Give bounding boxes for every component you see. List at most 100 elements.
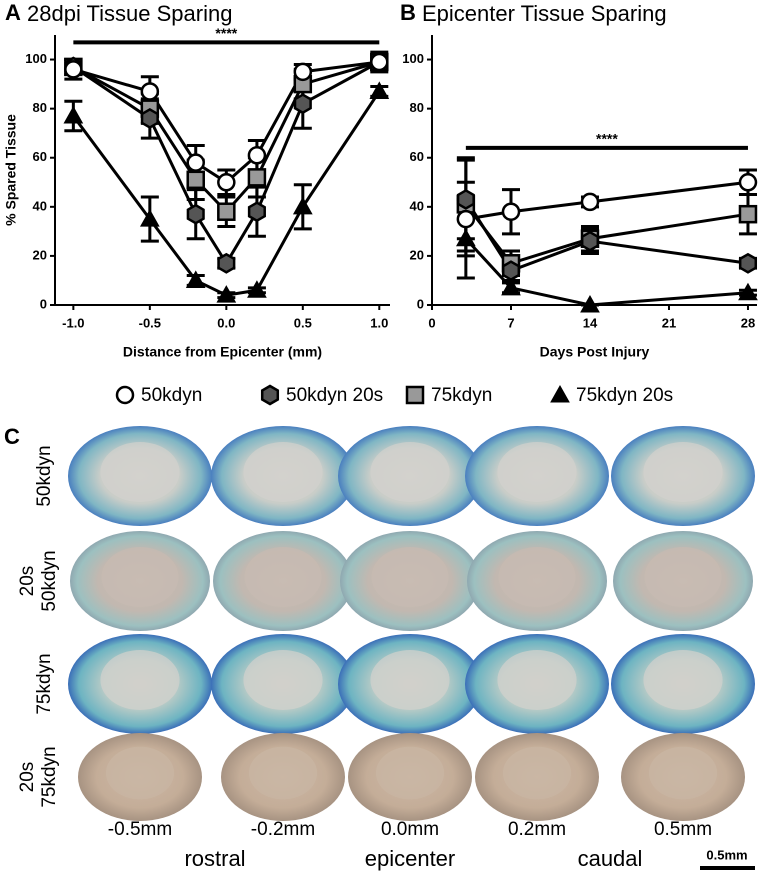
marker — [456, 189, 475, 210]
chart: B Epicenter Tissue Sparing 0 20 40 60 80 100 0 7 1… — [400, 0, 758, 360]
x-axis-title: Days Post Injury — [540, 344, 650, 360]
marker — [501, 277, 521, 296]
x-tick-label: 0.5 — [294, 315, 312, 330]
gray-matter — [370, 650, 450, 710]
y-tick-label: 80 — [410, 100, 424, 115]
series-line — [465, 180, 749, 221]
gray-matter — [375, 746, 445, 800]
y-tick-label: 60 — [410, 149, 424, 164]
y-tick-label: 40 — [33, 198, 47, 213]
y-axis-title: % Spared Tissue — [3, 114, 19, 226]
error-bars — [456, 156, 757, 307]
region-label: caudal — [578, 846, 643, 871]
legend-label: 75kdyn 20s — [576, 385, 673, 406]
row-label: 75kdyn — [34, 653, 55, 714]
gray-matter — [244, 547, 322, 607]
gray-matter — [648, 746, 718, 800]
significance-label: **** — [596, 131, 618, 147]
x-tick-label: 7 — [507, 315, 514, 330]
x-tick-label: 0.0 — [217, 315, 235, 330]
marker — [64, 60, 83, 79]
marker — [456, 209, 476, 229]
region-label: epicenter — [365, 846, 456, 871]
gray-matter — [497, 650, 577, 710]
column-label: 0.0mm — [381, 819, 439, 840]
marker — [247, 146, 267, 165]
marker — [501, 202, 521, 221]
x-tick-label: 21 — [662, 315, 676, 330]
marker — [293, 93, 312, 115]
marker — [217, 202, 236, 221]
gray-matter — [644, 547, 722, 607]
panel-label: A — [5, 0, 21, 25]
y-tick-label: 80 — [33, 100, 47, 115]
gray-matter — [643, 442, 723, 502]
legend-label: 75kdyn — [431, 385, 492, 406]
marker — [186, 203, 205, 225]
marker — [247, 280, 267, 298]
gray-matter — [100, 650, 180, 710]
marker — [186, 170, 205, 190]
y-tick-label: 0 — [40, 296, 47, 311]
gray-matter — [497, 442, 577, 502]
x-tick-label: 28 — [741, 315, 755, 330]
column-label: -0.5mm — [108, 819, 172, 840]
markers — [455, 173, 758, 313]
panel-label: B — [400, 0, 416, 25]
x-tick-label: 0 — [428, 315, 435, 330]
marker — [738, 282, 758, 301]
gray-matter — [371, 547, 449, 607]
row-label: 20s — [17, 566, 38, 597]
series-line — [464, 237, 749, 307]
row-label: 50kdyn — [34, 445, 55, 506]
gray-matter — [502, 746, 572, 800]
y-tick-label: 100 — [402, 51, 424, 66]
y-tick-label: 100 — [25, 51, 47, 66]
column-label: -0.2mm — [251, 819, 315, 840]
gray-matter — [643, 650, 723, 710]
marker — [369, 81, 390, 99]
marker — [247, 168, 267, 187]
legend-marker — [405, 385, 425, 405]
chart: A 28dpi Tissue Sparing 0 20 40 60 80 100 -1.0 -0.… — [3, 0, 390, 360]
marker — [185, 270, 206, 288]
marker — [370, 52, 389, 72]
gray-matter — [101, 547, 179, 607]
marker — [738, 173, 758, 192]
marker — [139, 209, 160, 227]
row-label: 75kdyn — [39, 746, 60, 807]
lines — [464, 180, 749, 307]
x-axis-title: Distance from Epicenter (mm) — [123, 344, 322, 360]
x-tick-label: 1.0 — [370, 315, 388, 330]
marker — [580, 294, 600, 313]
marker — [738, 252, 758, 274]
marker — [455, 228, 476, 247]
significance-label: **** — [215, 25, 237, 41]
marker — [580, 192, 600, 212]
y-tick-label: 20 — [410, 247, 424, 262]
marker — [217, 252, 236, 274]
region-label: rostral — [184, 846, 245, 871]
row-label: 50kdyn — [39, 550, 60, 611]
x-tick-label: 14 — [583, 315, 598, 330]
gray-matter — [105, 746, 175, 800]
marker — [293, 62, 313, 82]
series-line — [464, 198, 749, 273]
marker — [217, 173, 236, 192]
x-tick-label: -0.5 — [139, 315, 161, 330]
legend-label: 50kdyn — [141, 385, 202, 406]
marker — [247, 201, 266, 223]
chart-title: 28dpi Tissue Sparing — [27, 1, 232, 26]
marker — [501, 260, 521, 282]
column-label: 0.2mm — [508, 819, 566, 840]
legend-marker — [550, 384, 570, 403]
marker — [186, 153, 205, 172]
chart-title: Epicenter Tissue Sparing — [422, 1, 667, 26]
series-line — [72, 60, 380, 185]
charts: A 28dpi Tissue Sparing 0 20 40 60 80 100 -1.0 -0.… — [3, 0, 758, 360]
scale-bar-label: 0.5mm — [706, 847, 747, 862]
gray-matter — [243, 442, 323, 502]
y-tick-label: 20 — [33, 247, 47, 262]
